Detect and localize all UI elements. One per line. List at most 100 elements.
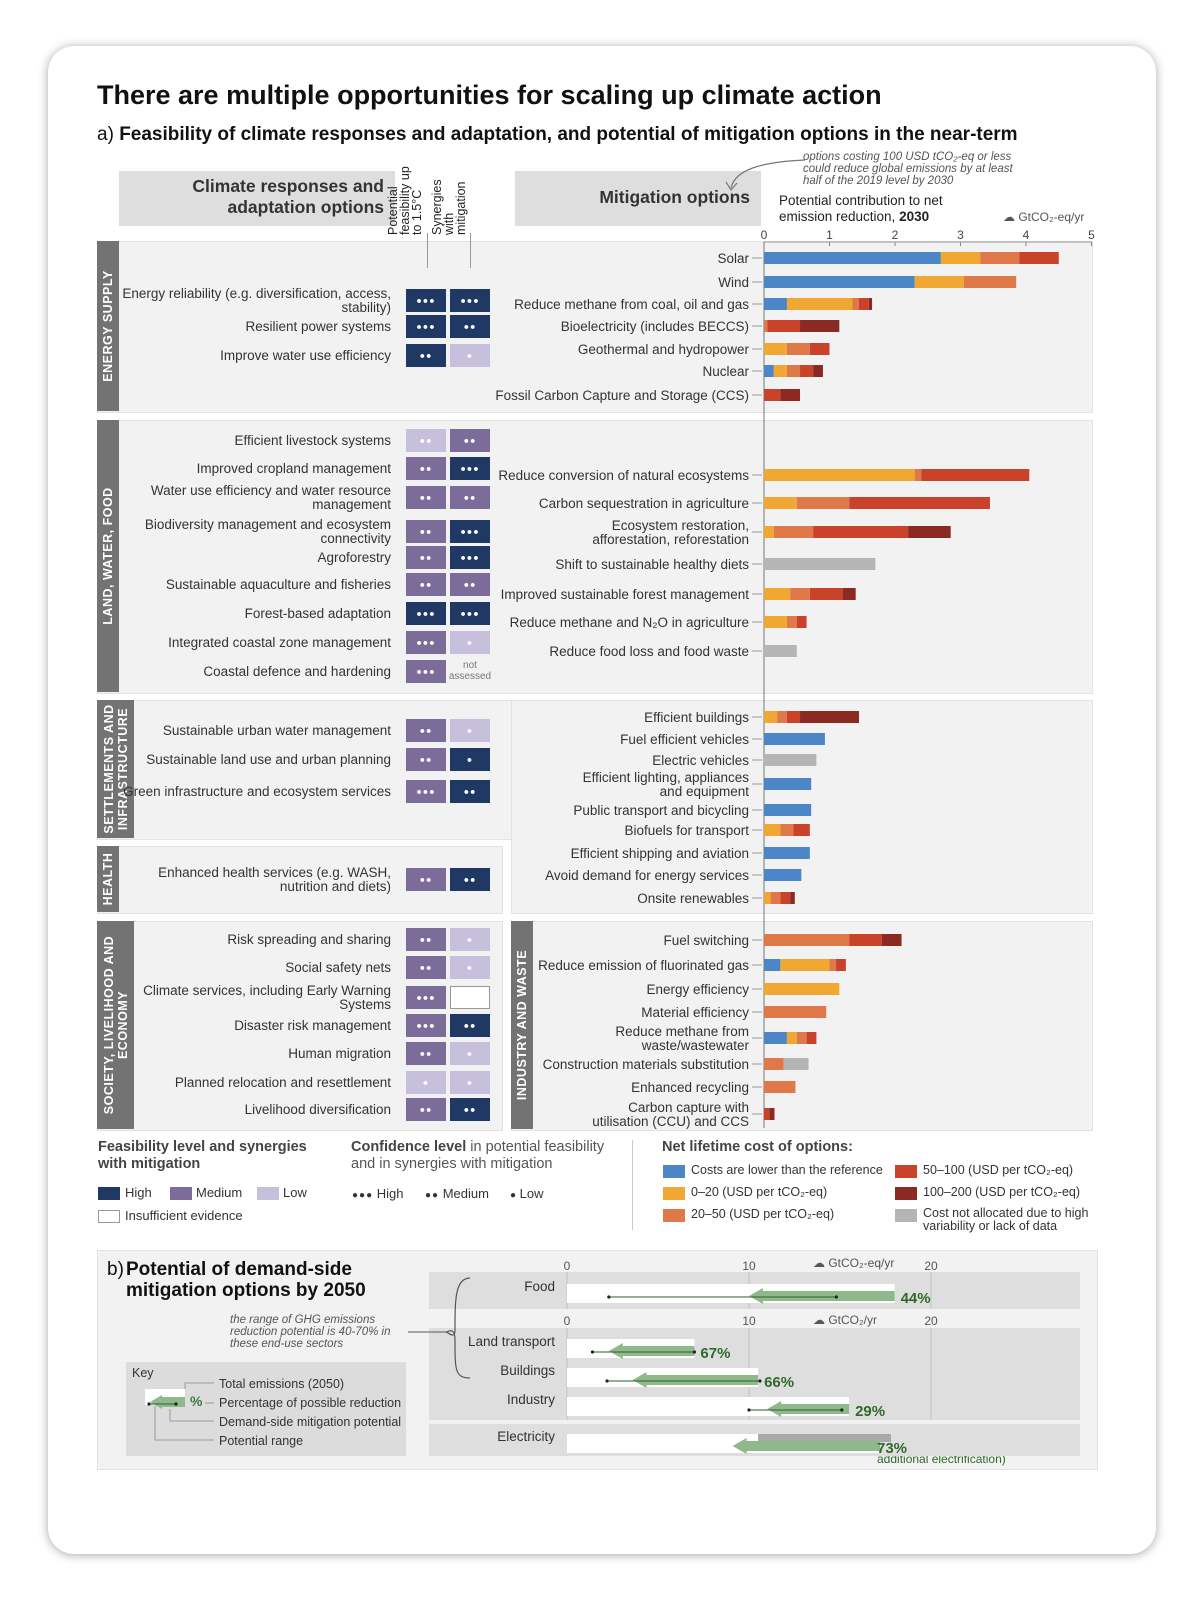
response-label: Social safety nets [285, 960, 391, 975]
subtitle-prefix: a) [97, 124, 114, 145]
confidence-dots: ●●● [416, 786, 436, 796]
response-label: Improved cropland management [196, 461, 391, 476]
section-energy: ENERGY SUPPLY [97, 241, 119, 411]
confidence-dots: ●● [463, 1020, 477, 1030]
legend-label-high: High [125, 1185, 152, 1200]
feasibility-cell: ●● [406, 520, 446, 543]
confidence-dots: ●●● [416, 666, 436, 676]
legend-swatch-high [98, 1187, 120, 1200]
cloud-icon: ☁ [813, 1313, 825, 1327]
header-connector [427, 233, 428, 268]
feasibility-cell: ●●● [406, 780, 446, 803]
synergy-cell: ●●● [450, 546, 490, 569]
legend-cost-20-50-label: 20–50 (USD per tCO₂-eq) [691, 1207, 835, 1221]
legend-feasibility-title: Feasibility level and synergies with mit… [98, 1139, 307, 1172]
legend-cost-100-200 [895, 1187, 917, 1200]
response-label: Sustainable land use and urban planning [146, 752, 391, 767]
feasibility-cell: ● [406, 1071, 446, 1094]
section-land: LAND, WATER, FOOD [97, 420, 119, 692]
confidence-dots: ● [422, 1077, 430, 1087]
synergy-cell: ●●● [450, 602, 490, 625]
axis-tick-label: 1 [826, 228, 833, 242]
feasibility-cell: ●● [406, 719, 446, 742]
synergy-cell: ●●● [450, 520, 490, 543]
range-note: the range of GHG emissions reduction pot… [230, 1314, 391, 1350]
axis-title-year: 2030 [899, 209, 930, 224]
key-item-mitigation: Demand-side mitigation potential [219, 1415, 402, 1429]
response-label: Sustainable urban water management [162, 723, 391, 738]
confidence-dots: ●● [463, 321, 477, 331]
response-label: Agroforestry [317, 550, 391, 565]
legend-confidence-title-rest: in potential feasibility and in synergie… [351, 1139, 605, 1172]
legend-swatch-medium [170, 1187, 192, 1200]
axis-title-text: Potential contribution to net emission r… [779, 193, 943, 224]
legend-cost-lower [663, 1165, 685, 1178]
legend-cost-20-50 [663, 1209, 685, 1222]
synergy-cell: ● [450, 748, 490, 771]
confidence-dots: ●● [419, 1104, 433, 1114]
axis-unit-text: GtCO₂-eq/yr [1018, 210, 1085, 224]
confidence-dots: ●● [419, 725, 433, 735]
axis-tick-label: 0 [761, 228, 768, 242]
key-item-pct: Percentage of possible reduction [219, 1396, 402, 1410]
legend-cost-title: Net lifetime cost of options: [662, 1139, 853, 1155]
feasibility-cell: ●● [406, 956, 446, 979]
legend-swatch-insufficient [98, 1210, 120, 1223]
not-assessed-label: not assessed [448, 660, 492, 682]
confidence-dots: ● [466, 754, 474, 764]
panel-energy [97, 241, 1093, 413]
confidence-dots: ● [466, 934, 474, 944]
synergies-column-header: Synergies with mitigation [430, 179, 468, 235]
response-label: Enhanced health services (e.g. WASH, nut… [158, 865, 391, 894]
legend-divider [632, 1140, 633, 1230]
synergy-cell: ●● [450, 1098, 490, 1121]
axis-tick-label: 4 [1023, 228, 1030, 242]
confidence-dots: ●● [419, 463, 433, 473]
synergy-cell: ● [450, 1071, 490, 1094]
confidence-dots: ● [466, 962, 474, 972]
synergy-cell: ●● [450, 868, 490, 891]
confidence-dots: ●●● [460, 526, 480, 536]
legend-label-insufficient: Insufficient evidence [125, 1208, 243, 1223]
confidence-dots: ● [466, 1048, 474, 1058]
subtitle-row: a) Feasibility of climate responses and … [97, 124, 1018, 146]
confidence-dots: ●● [419, 1048, 433, 1058]
legend-label-medium: Medium [196, 1185, 243, 1200]
electricity-additional: Additional electrification (+60%) [885, 1424, 1054, 1438]
mitigation-header: Mitigation options [599, 187, 750, 207]
synergy-cell: ● [450, 956, 490, 979]
feasibility-cell: ●● [406, 928, 446, 951]
feasibility-cell: ●● [406, 546, 446, 569]
key-item-total: Total emissions (2050) [219, 1377, 345, 1391]
subtitle: Feasibility of climate responses and ada… [119, 124, 1018, 145]
legend-cost-0-20-label: 0–20 (USD per tCO₂-eq) [691, 1185, 828, 1199]
synergy-cell: ●● [450, 780, 490, 803]
synergy-cell: ●●● [450, 457, 490, 480]
feasibility-cell: ●●● [406, 315, 446, 338]
confidence-dots: ●● [419, 526, 433, 536]
unit2: ☁ GtCO₂/yr [813, 1313, 877, 1327]
confidence-dots: ●●● [416, 295, 436, 305]
legend-confidence-title: Confidence level in potential feasibilit… [351, 1139, 621, 1173]
confidence-dots: ● [466, 725, 474, 735]
confidence-dots: ●●● [460, 295, 480, 305]
confidence-dots: ●● [463, 492, 477, 502]
synergy-cell: not assessed [449, 660, 491, 683]
synergy-cell: ● [450, 344, 490, 367]
axis-tick-label: 5 [1088, 228, 1095, 242]
confidence-dots: ●●● [460, 552, 480, 562]
response-label: Energy reliability (e.g. diversification… [122, 286, 391, 315]
synergy-cell: ●● [450, 429, 490, 452]
mitigation-header-box [515, 171, 761, 226]
confidence-dots: ●●● [416, 321, 436, 331]
response-label: Improve water use efficiency [220, 348, 391, 363]
response-label: Risk spreading and sharing [227, 932, 391, 947]
response-label: Livelihood diversification [244, 1102, 391, 1117]
synergy-cell: ● [450, 1042, 490, 1065]
legend-confidence-title-bold: Confidence level [351, 1139, 467, 1155]
response-label: Water use efficiency and water resource … [150, 483, 391, 512]
confidence-dots: ●●● [416, 992, 436, 1002]
response-label: Sustainable aquaculture and fisheries [165, 577, 391, 592]
feasibility-cell: ●● [406, 868, 446, 891]
unit1: ☁ GtCO₂-eq/yr [813, 1256, 895, 1270]
